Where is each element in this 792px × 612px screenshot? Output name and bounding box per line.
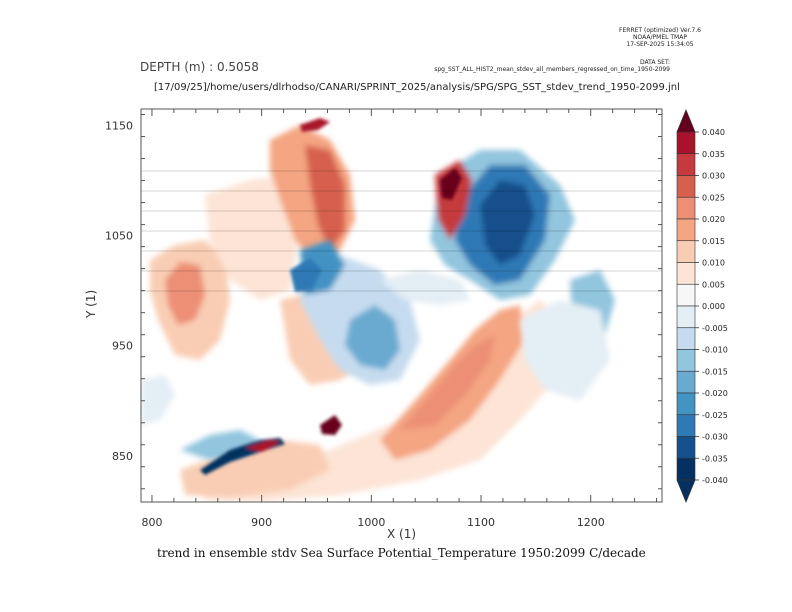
x-axis-label: X (1)	[387, 527, 417, 541]
colorbar-arrow-bottom	[676, 479, 696, 504]
colorbar-label: 0.030	[702, 172, 725, 181]
colorbar-label: -0.005	[702, 324, 728, 333]
colorbar-label: 0.025	[702, 193, 725, 202]
colorbar-box	[676, 218, 696, 242]
y-tick-label: 950	[112, 340, 133, 353]
y-tick-label: 850	[112, 450, 133, 463]
colorbar-label: -0.025	[702, 411, 728, 420]
x-tick-label: 1100	[467, 516, 495, 529]
dataset-info: DATA SET: spg_SST_ALL_HIST2_mean_stdev_a…	[430, 59, 670, 73]
colorbar-box	[676, 305, 696, 329]
region-north-atlantic-warm	[200, 300, 560, 502]
y-tick-label: 1050	[105, 230, 133, 243]
field-layer	[141, 109, 662, 502]
x-tick-label: 900	[251, 516, 272, 529]
y-tick-label: 1150	[105, 120, 133, 133]
colorbar-box	[676, 240, 696, 263]
ferret-version-line3: 17-SEP-2025 15:34:05	[626, 41, 694, 48]
feature-newfoundland-red	[320, 415, 342, 435]
colorbar-box	[676, 283, 696, 307]
ferret-version-line2: NOAA/PMEL TMAP	[633, 34, 687, 41]
feature-arctic-red	[300, 118, 330, 132]
colorbar-label: -0.040	[702, 476, 728, 485]
colorbar-box	[676, 196, 696, 220]
colorbar-box	[676, 131, 696, 155]
banding	[141, 170, 662, 292]
region-greenland-sea-core	[480, 180, 535, 265]
region-east-pale	[520, 300, 610, 400]
colorbar-label: 0.035	[702, 150, 725, 159]
colorbar: 0.040 0.035 0.030 0.025 0.020 0.015 0.010 0.005…	[676, 108, 728, 504]
chart-title: trend in ensemble stdv Sea Surface Poten…	[157, 546, 646, 560]
colorbar-box	[676, 262, 696, 285]
axes: 800 900 1000 1100 1200 850 950 1050 1150	[105, 109, 662, 529]
colorbar-box	[676, 436, 696, 459]
ferret-version: FERRET (optimized) Ver.7.6 NOAA/PMEL TMA…	[600, 27, 720, 48]
colorbar-label: 0.015	[702, 237, 725, 246]
colorbar-box	[676, 327, 696, 350]
region-irminger-core	[345, 305, 400, 370]
colorbar-label: 0.010	[702, 259, 725, 268]
region-south-warm	[180, 440, 330, 498]
feature-denmark-strait-blue	[290, 258, 322, 292]
colorbar-label: -0.010	[702, 346, 728, 355]
y-axis-label: Y (1)	[84, 289, 98, 318]
feature-gulfstream-front-red	[245, 440, 280, 452]
colorbar-box	[676, 457, 696, 481]
colorbar-label: 0.020	[702, 215, 725, 224]
colorbar-box	[676, 349, 696, 372]
colorbar-label: 0.040	[702, 128, 725, 137]
colorbar-box	[676, 175, 696, 198]
colorbar-box	[676, 414, 696, 437]
region-subpolar-pale	[380, 270, 470, 305]
colorbar-label: -0.015	[702, 367, 728, 376]
colorbar-box	[676, 370, 696, 394]
x-tick-label: 1000	[357, 516, 385, 529]
colorbar-label: 0.000	[702, 302, 725, 311]
colorbar-label: -0.035	[702, 454, 728, 463]
plot-frame	[140, 108, 663, 503]
region-gulfstream-core	[400, 335, 495, 430]
dataset-name: spg_SST_ALL_HIST2_mean_stdev_all_members…	[434, 66, 670, 73]
journal-path: [17/09/25]/home/users/dlrhodso/CANARI/SP…	[154, 82, 680, 93]
x-tick-label: 1200	[577, 516, 605, 529]
colorbar-box	[676, 153, 696, 176]
region-west-pale	[141, 375, 175, 425]
region-labrador-west-core	[165, 262, 205, 325]
ferret-version-line1: FERRET (optimized) Ver.7.6	[619, 27, 701, 34]
dataset-label: DATA SET:	[640, 59, 670, 66]
colorbar-box	[676, 392, 696, 416]
feature-east-greenland-red	[440, 168, 462, 200]
depth-text: DEPTH (m) : 0.5058	[140, 60, 259, 74]
colorbar-label: -0.020	[702, 389, 728, 398]
region-baffin-core	[305, 145, 345, 250]
colorbar-label: -0.030	[702, 433, 728, 442]
region-hudson	[205, 175, 300, 300]
colorbar-label: 0.005	[702, 280, 725, 289]
x-tick-label: 800	[141, 516, 162, 529]
colorbar-arrow-top	[676, 108, 696, 133]
